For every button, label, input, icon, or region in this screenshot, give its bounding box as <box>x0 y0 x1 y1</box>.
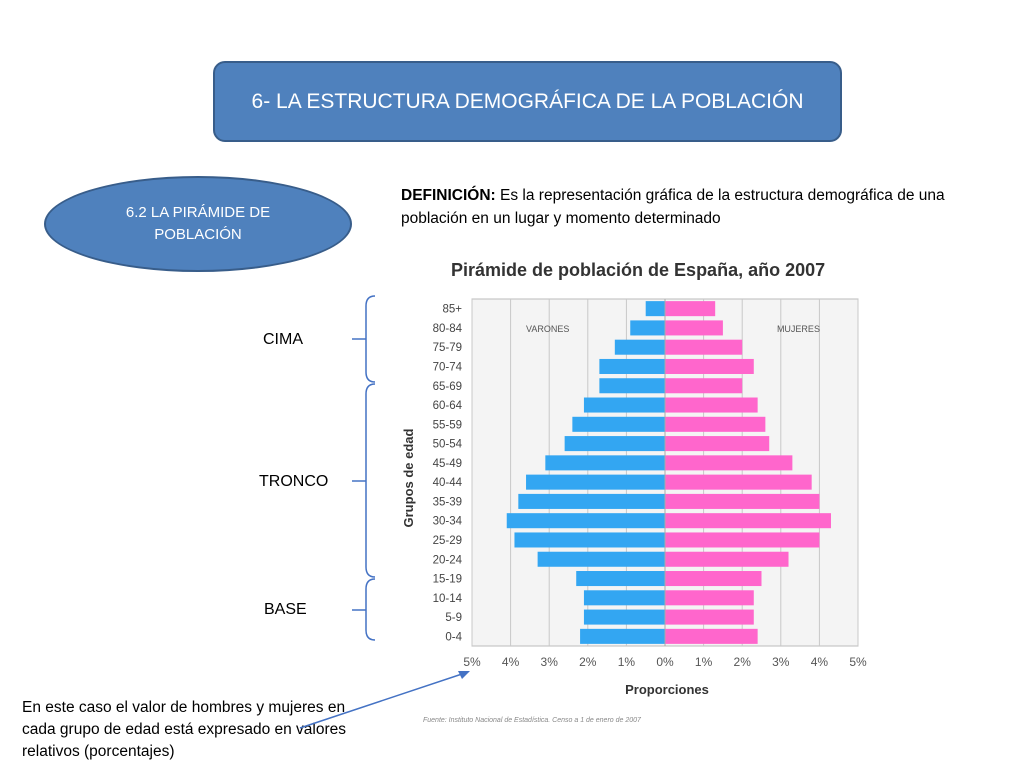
section-ellipse: 6.2 LA PIRÁMIDE DE POBLACIÓN <box>44 176 352 272</box>
y-tick-label: 20-24 <box>433 554 463 566</box>
definition-body: Es la representación gráfica de la estru… <box>401 187 945 227</box>
bar-male <box>580 628 665 644</box>
bar-female <box>665 455 793 471</box>
bar-female <box>665 358 754 374</box>
explanation-note: En este caso el valor de hombres y mujer… <box>22 699 347 760</box>
x-tick-label: 0% <box>656 655 674 669</box>
bar-male <box>537 551 665 567</box>
y-tick-label: 65-69 <box>433 381 462 393</box>
y-tick-label: 0-4 <box>445 631 462 643</box>
note-arrow-head <box>458 671 470 679</box>
y-tick-label: 45-49 <box>433 458 462 470</box>
bar-male <box>630 320 665 336</box>
label-tronco: TRONCO <box>259 473 329 490</box>
bar-male <box>514 532 665 548</box>
x-tick-label: 4% <box>811 655 829 669</box>
y-tick-label: 55-59 <box>433 419 462 431</box>
bar-male <box>526 474 665 490</box>
label-cima: CIMA <box>263 331 303 348</box>
bar-female <box>665 320 723 336</box>
y-tick-label: 5-9 <box>445 612 462 624</box>
legend-male: VARONES <box>526 324 569 334</box>
bar-female <box>665 532 820 548</box>
bar-male <box>614 339 665 355</box>
y-tick-label: 80-84 <box>433 323 463 335</box>
bar-male <box>599 358 665 374</box>
section-title-line1: 6.2 LA PIRÁMIDE DE <box>125 204 271 221</box>
bar-male <box>583 397 665 413</box>
bar-male <box>583 590 665 606</box>
y-tick-label: 25-29 <box>433 535 462 547</box>
bar-female <box>665 628 758 644</box>
chart-source: Fuente: Instituto Nacional de Estadístic… <box>423 717 642 724</box>
bar-male <box>518 493 665 509</box>
y-tick-label: 50-54 <box>433 439 463 451</box>
x-tick-label: 2% <box>579 655 597 669</box>
label-base: BASE <box>264 601 307 618</box>
bar-male <box>599 378 665 394</box>
y-tick-label: 85+ <box>442 304 462 316</box>
y-tick-label: 15-19 <box>433 574 462 586</box>
bar-male <box>645 301 665 317</box>
bar-female <box>665 301 716 317</box>
bar-female <box>665 416 766 432</box>
x-tick-label: 5% <box>463 655 481 669</box>
bar-female <box>665 474 812 490</box>
bracket-tronco <box>365 383 376 578</box>
bar-female <box>665 609 754 625</box>
bar-female <box>665 551 789 567</box>
note-arrow <box>299 671 469 729</box>
y-tick-label: 35-39 <box>433 496 462 508</box>
y-tick-label: 40-44 <box>433 477 463 489</box>
page-title: 6- LA ESTRUCTURA DEMOGRÁFICA DE LA POBLA… <box>251 89 804 113</box>
bar-male <box>506 513 665 529</box>
definition-term: DEFINICIÓN: <box>401 187 496 204</box>
chart-xlabel: Proporciones <box>625 682 709 697</box>
bar-male <box>583 609 665 625</box>
bar-male <box>572 416 665 432</box>
bar-female <box>665 339 743 355</box>
bar-male <box>564 436 665 452</box>
bracket-base <box>365 578 376 641</box>
x-tick-label: 2% <box>734 655 752 669</box>
x-tick-label: 3% <box>541 655 559 669</box>
x-tick-label: 5% <box>849 655 867 669</box>
chart-title: Pirámide de población de España, año 200… <box>451 260 825 280</box>
bracket-cima <box>365 295 376 383</box>
page-title-box: 6- LA ESTRUCTURA DEMOGRÁFICA DE LA POBLA… <box>213 61 842 142</box>
y-tick-label: 60-64 <box>433 400 463 412</box>
x-tick-label: 4% <box>502 655 520 669</box>
bar-female <box>665 513 831 529</box>
bar-female <box>665 378 743 394</box>
bar-female <box>665 590 754 606</box>
bar-female <box>665 436 770 452</box>
x-tick-label: 1% <box>618 655 636 669</box>
bar-female <box>665 493 820 509</box>
y-tick-label: 70-74 <box>433 361 463 373</box>
plot-area: 5% 4% 3% 2% 1% 0% 1% 2% 3% 4% 5% 85+ 80-84 75-79 70-74… <box>433 298 867 669</box>
y-tick-label: 30-34 <box>433 516 463 528</box>
x-tick-label: 3% <box>772 655 790 669</box>
chart-ylabel: Grupos de edad <box>401 428 416 527</box>
bar-male <box>576 571 665 587</box>
definition-text: DEFINICIÓN: Es la representación gráfica… <box>401 184 1001 230</box>
bar-female <box>665 397 758 413</box>
section-title-line2: POBLACIÓN <box>154 226 242 243</box>
y-tick-label: 75-79 <box>433 342 462 354</box>
x-tick-label: 1% <box>695 655 713 669</box>
bar-male <box>545 455 665 471</box>
legend-female: MUJERES <box>777 324 820 334</box>
bar-female <box>665 571 762 587</box>
y-tick-label: 10-14 <box>433 593 463 605</box>
